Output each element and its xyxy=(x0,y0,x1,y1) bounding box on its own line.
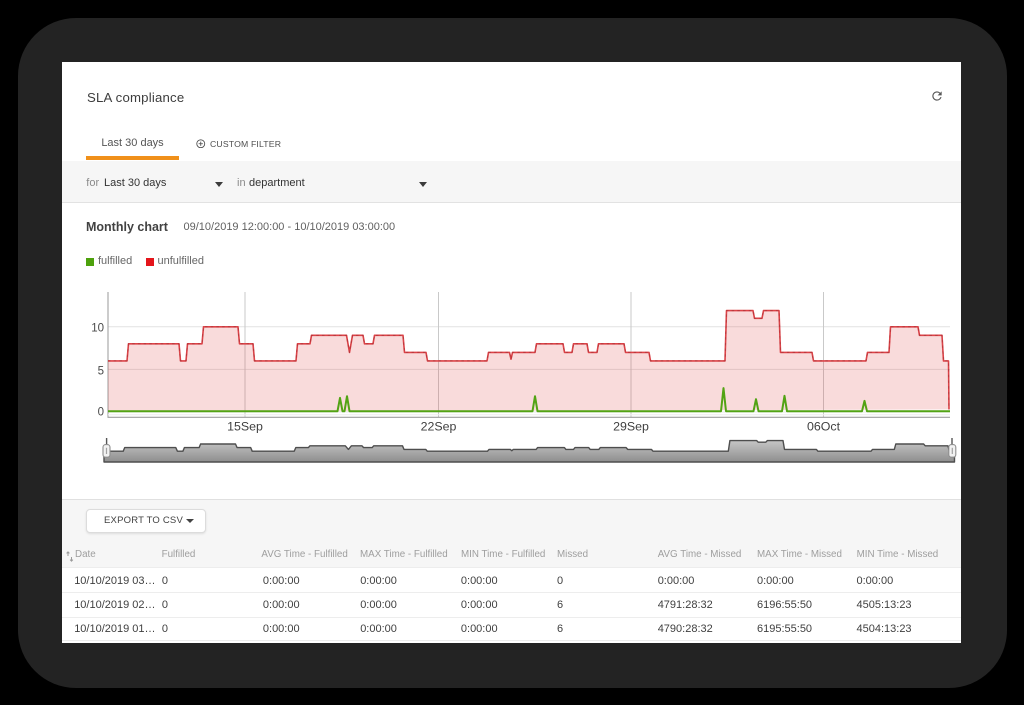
svg-text:22Sep: 22Sep xyxy=(421,420,457,434)
svg-text:10: 10 xyxy=(91,323,104,335)
svg-text:0: 0 xyxy=(98,407,104,419)
svg-text:5: 5 xyxy=(98,365,104,377)
svg-text:15Sep: 15Sep xyxy=(227,420,263,434)
svg-text:29Sep: 29Sep xyxy=(613,420,649,434)
svg-text:06Oct: 06Oct xyxy=(807,420,841,434)
